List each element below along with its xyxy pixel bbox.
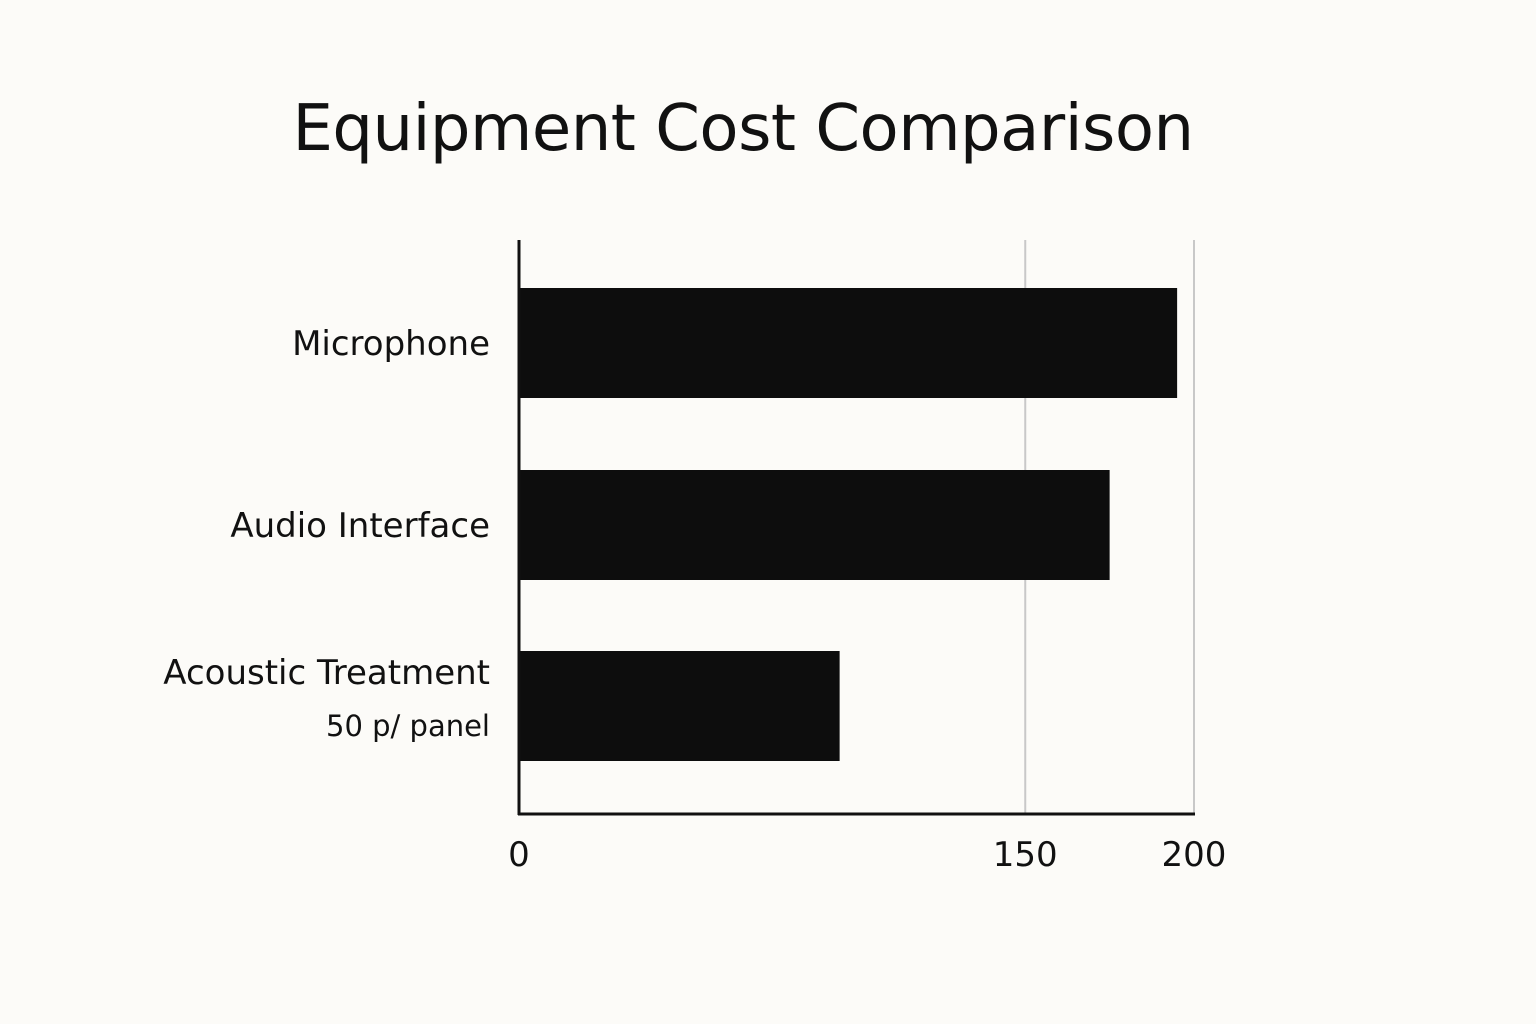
- category-label: Audio Interface: [230, 506, 490, 546]
- category-labels: Microphone Audio Interface Acoustic Treatm…: [163, 324, 490, 743]
- bar-acoustic-treatment: [519, 651, 840, 761]
- bars: [519, 288, 1178, 761]
- category-sublabel: 50 p/ panel: [326, 709, 490, 743]
- chart-title: Equipment Cost Comparison: [292, 92, 1194, 166]
- bar-microphone: [519, 288, 1178, 398]
- x-tick-label-150: 150: [993, 835, 1058, 875]
- category-label: Acoustic Treatment: [163, 653, 490, 693]
- tick-labels: 0 150 200: [508, 835, 1226, 875]
- axes: [517, 240, 1195, 816]
- category-label: Microphone: [292, 324, 490, 364]
- bar-audio-interface: [519, 470, 1110, 580]
- x-tick-label-0: 0: [508, 835, 530, 875]
- x-tick-label-200: 200: [1162, 835, 1227, 875]
